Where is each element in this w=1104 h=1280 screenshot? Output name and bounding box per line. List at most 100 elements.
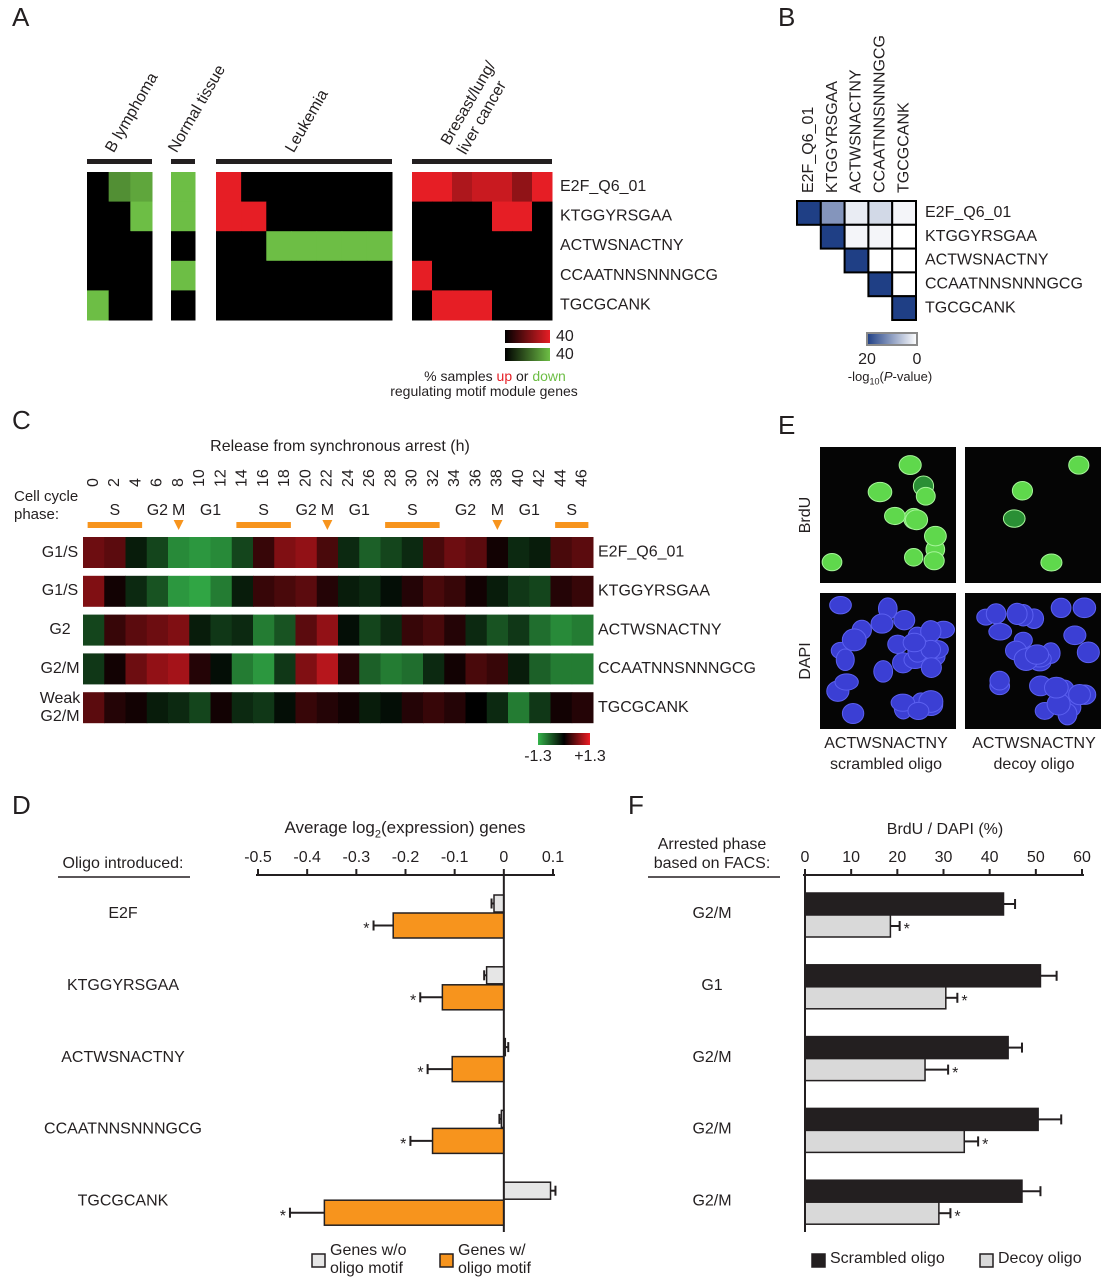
phase-label: M (172, 502, 185, 519)
heatmap-cell (492, 290, 513, 321)
heatmap-cell (341, 201, 368, 232)
heatmap-cell (231, 614, 254, 646)
heatmap-cell (529, 614, 551, 646)
heatmap-cell (266, 231, 292, 262)
cell-nucleus (904, 547, 924, 567)
heatmap-cell (295, 692, 318, 724)
legend-label: Genes w/o oligo motif (330, 1242, 407, 1277)
x-tick-label: 30 (935, 849, 953, 866)
category-label: E2F (108, 905, 138, 922)
heatmap-cell (891, 295, 918, 322)
heatmap-cell (125, 575, 148, 607)
heatmap-cell (486, 614, 509, 646)
heatmap-cell (401, 537, 424, 568)
bar (392, 912, 505, 939)
heatmap-cell (241, 172, 267, 203)
heatmap-cell (452, 201, 473, 232)
heatmap-cell (366, 231, 393, 262)
heatmap-cell (108, 201, 131, 232)
heatmap-cell (291, 231, 318, 262)
phase-row-label: G2/M (40, 659, 80, 677)
x-tick-label: 0 (801, 849, 810, 866)
heatmap-cell (83, 614, 105, 646)
heatmap-cell (529, 653, 551, 685)
m-phase-marker (492, 520, 503, 530)
phase-row-label: G1/S (41, 582, 79, 600)
heatmap-cell (444, 692, 466, 724)
heatmap-cell (341, 172, 368, 203)
x-tick-label: 38 (489, 469, 506, 487)
heatmap-cell (423, 653, 445, 685)
bar (804, 964, 1042, 988)
heatmap-cell (423, 614, 445, 646)
heatmap-cell (508, 653, 530, 685)
heatmap-cell (125, 614, 148, 646)
heatmap-cell (401, 692, 424, 724)
heatmap-cell (125, 653, 148, 685)
bar (804, 914, 892, 938)
heatmap-cell (465, 537, 488, 568)
x-axis-title: Average log2(expression) genes (284, 818, 525, 840)
cell-nucleus (923, 551, 945, 571)
colorbar-label-part: -value) (892, 369, 933, 384)
category-label: ACTWSNACTNY (61, 1049, 185, 1066)
x-tick-label: 14 (234, 469, 251, 487)
cell-nucleus (1006, 602, 1028, 626)
x-axis-title-part: (expression) genes (380, 818, 526, 837)
heatmap-cell (401, 653, 424, 685)
x-tick-label: -0.5 (244, 849, 272, 866)
heatmap-cell (83, 575, 105, 607)
heatmap-cell (146, 537, 169, 568)
heatmap-cell (432, 260, 453, 291)
cell-nucleus (907, 701, 930, 720)
phase-row-label: Weak G2/M (39, 689, 81, 725)
phase-label: M (321, 502, 334, 519)
heatmap-cell (83, 692, 105, 724)
heatmap-cell (472, 290, 493, 321)
heatmap-cell (108, 290, 131, 321)
x-tick-label: 12 (212, 469, 229, 487)
heatmap-cell (532, 172, 553, 203)
heatmap-cell (189, 614, 211, 646)
heatmap-cell (108, 231, 131, 262)
heatmap-cell (108, 172, 131, 203)
heatmap-cell (472, 201, 493, 232)
caption-part: up (496, 368, 513, 384)
heatmap-cell (508, 692, 530, 724)
heatmap-cell (171, 172, 196, 203)
x-tick-label: 0 (85, 478, 102, 487)
category-label: TGCGCANK (78, 1192, 169, 1209)
x-axis-title-part: Average log (284, 818, 375, 837)
heatmap-cell (432, 231, 453, 262)
colorbar-label-part: P (883, 369, 893, 384)
caption: % samples up or down (424, 368, 566, 384)
heatmap-cell (819, 223, 846, 250)
x-tick-label: 18 (276, 469, 293, 487)
heatmap-cell (472, 260, 493, 291)
x-tick-label: 0 (499, 849, 508, 866)
heatmap-cell (171, 290, 196, 321)
bar (804, 1107, 1039, 1132)
heatmap-cell (210, 575, 233, 607)
colorbar-tick-label: -1.3 (524, 748, 552, 765)
phase-row-label: G2 (49, 621, 71, 639)
heatmap-cell (171, 201, 196, 232)
heatmap-cell (486, 575, 509, 607)
category-label: KTGGYRSGAA (67, 977, 179, 994)
heatmap-cell (104, 614, 126, 646)
category-title: Oligo introduced: (63, 855, 184, 872)
heatmap-cell (168, 537, 190, 568)
cell-nucleus (873, 660, 894, 683)
significance-mark: * (982, 1137, 988, 1154)
x-tick-label: 22 (319, 469, 336, 487)
m-phase-marker (173, 520, 184, 530)
heatmap-cell (366, 201, 393, 232)
panel-label: A (12, 2, 30, 32)
x-tick-label: 36 (467, 469, 484, 487)
bar (804, 1179, 1023, 1203)
heatmap-cell (508, 614, 530, 646)
x-tick-label: 10 (191, 469, 208, 487)
heatmap-cell (108, 260, 131, 291)
group-bar (171, 159, 195, 164)
cell-nucleus (1076, 641, 1100, 664)
